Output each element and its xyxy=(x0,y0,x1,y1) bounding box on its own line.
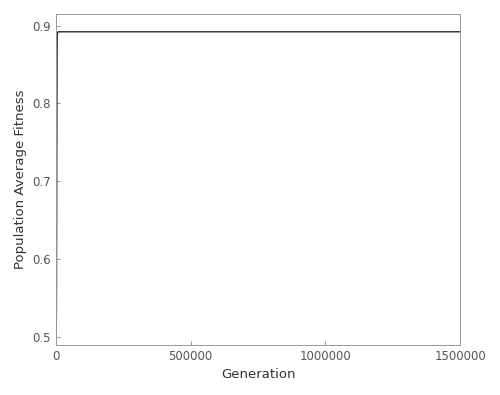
Y-axis label: Population Average Fitness: Population Average Fitness xyxy=(14,90,27,269)
X-axis label: Generation: Generation xyxy=(221,368,296,381)
